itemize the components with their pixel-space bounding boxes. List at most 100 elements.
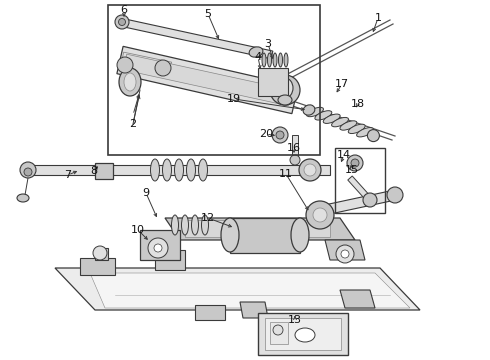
Polygon shape: [162, 240, 175, 255]
Polygon shape: [195, 305, 225, 320]
Text: 17: 17: [335, 79, 349, 89]
Polygon shape: [90, 273, 410, 308]
Polygon shape: [324, 190, 396, 215]
Circle shape: [306, 201, 334, 229]
Bar: [230, 218, 300, 253]
Text: 15: 15: [345, 165, 359, 175]
Polygon shape: [121, 52, 172, 78]
Ellipse shape: [201, 215, 209, 235]
Text: 2: 2: [129, 119, 137, 129]
Polygon shape: [165, 218, 355, 240]
Circle shape: [93, 246, 107, 260]
Ellipse shape: [357, 127, 373, 137]
Ellipse shape: [278, 95, 292, 105]
Text: 19: 19: [227, 94, 241, 104]
Bar: [335, 148, 385, 213]
Ellipse shape: [315, 111, 332, 120]
Ellipse shape: [323, 114, 340, 123]
Text: 11: 11: [279, 169, 293, 179]
Circle shape: [276, 131, 284, 139]
Bar: [265, 318, 341, 350]
Ellipse shape: [278, 53, 283, 67]
Ellipse shape: [163, 159, 172, 181]
Circle shape: [351, 159, 359, 167]
Polygon shape: [95, 248, 108, 260]
Circle shape: [368, 130, 379, 141]
Bar: [258, 68, 288, 96]
Ellipse shape: [150, 159, 160, 181]
Text: 18: 18: [351, 99, 365, 109]
Circle shape: [341, 250, 349, 258]
Ellipse shape: [299, 159, 321, 181]
Text: 1: 1: [374, 13, 382, 23]
Polygon shape: [155, 250, 185, 270]
Circle shape: [313, 208, 327, 222]
Bar: [185, 220, 330, 237]
Polygon shape: [325, 240, 365, 260]
Circle shape: [154, 244, 162, 252]
Bar: [95, 163, 113, 179]
Ellipse shape: [277, 78, 293, 98]
Text: 13: 13: [288, 315, 302, 325]
Ellipse shape: [303, 105, 315, 115]
Ellipse shape: [268, 53, 271, 67]
Ellipse shape: [124, 73, 136, 91]
Text: 10: 10: [131, 225, 145, 235]
Bar: [108, 5, 320, 155]
Polygon shape: [240, 302, 268, 318]
Ellipse shape: [17, 194, 29, 202]
Circle shape: [117, 57, 133, 73]
Ellipse shape: [249, 47, 263, 57]
Polygon shape: [119, 18, 273, 59]
Text: 5: 5: [204, 9, 212, 19]
Text: 16: 16: [287, 143, 301, 153]
Polygon shape: [292, 135, 298, 158]
Polygon shape: [340, 290, 375, 308]
Polygon shape: [80, 258, 115, 275]
Ellipse shape: [181, 215, 189, 235]
Ellipse shape: [332, 117, 348, 127]
Ellipse shape: [304, 164, 316, 176]
Text: 8: 8: [91, 166, 98, 176]
Polygon shape: [123, 54, 292, 106]
Ellipse shape: [187, 159, 196, 181]
Circle shape: [24, 168, 32, 176]
Polygon shape: [117, 46, 298, 114]
Text: 7: 7: [65, 170, 72, 180]
Ellipse shape: [295, 328, 315, 342]
Circle shape: [119, 18, 125, 26]
Ellipse shape: [262, 53, 266, 67]
Ellipse shape: [270, 75, 300, 105]
Circle shape: [387, 187, 403, 203]
Bar: [270, 322, 288, 344]
Circle shape: [148, 238, 168, 258]
Ellipse shape: [172, 215, 178, 235]
Polygon shape: [25, 165, 330, 175]
Circle shape: [273, 325, 283, 335]
Text: 3: 3: [265, 39, 271, 49]
Circle shape: [272, 127, 288, 143]
Circle shape: [336, 245, 354, 263]
Text: 20: 20: [259, 129, 273, 139]
Ellipse shape: [348, 124, 365, 134]
Bar: [140, 230, 180, 260]
Text: 4: 4: [254, 52, 262, 62]
Ellipse shape: [340, 121, 357, 130]
Ellipse shape: [119, 68, 141, 96]
Text: 14: 14: [337, 150, 351, 160]
Polygon shape: [55, 268, 420, 310]
Ellipse shape: [192, 215, 198, 235]
Circle shape: [115, 15, 129, 29]
Text: 6: 6: [121, 5, 127, 15]
Circle shape: [347, 155, 363, 171]
Circle shape: [363, 193, 377, 207]
Bar: [258, 313, 348, 355]
Ellipse shape: [307, 107, 323, 117]
Ellipse shape: [198, 159, 207, 181]
Ellipse shape: [284, 53, 288, 67]
Ellipse shape: [291, 218, 309, 252]
Circle shape: [155, 60, 171, 76]
Ellipse shape: [273, 53, 277, 67]
Circle shape: [290, 155, 300, 165]
Circle shape: [20, 162, 36, 178]
